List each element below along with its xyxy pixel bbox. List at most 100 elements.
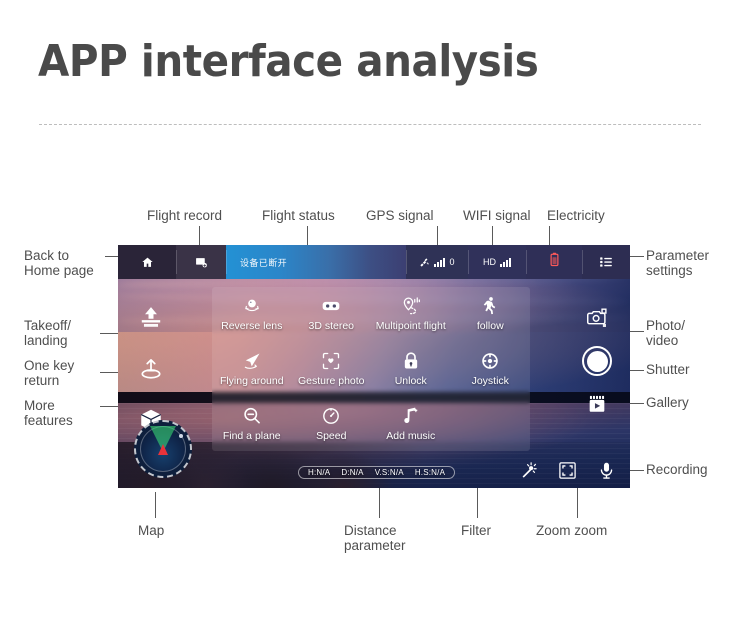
annotation-recording: Recording bbox=[646, 462, 708, 477]
distance-param-d: D:N/A bbox=[341, 468, 364, 477]
photo-video-toggle-button[interactable] bbox=[586, 307, 608, 329]
camera-switch-icon bbox=[587, 308, 607, 327]
annotation-photo-video: Photo/ video bbox=[646, 318, 686, 348]
gesture-frame-icon bbox=[321, 351, 341, 371]
upload-takeoff-icon bbox=[138, 305, 164, 331]
annotation-more-features: More features bbox=[24, 398, 73, 428]
annotation-zoom-zoom: Zoom zoom bbox=[536, 523, 608, 538]
feature-follow[interactable]: follow bbox=[451, 287, 531, 342]
right-control-rail bbox=[582, 307, 612, 415]
flight-status-bar: 设备已断开 bbox=[226, 245, 406, 279]
leader-filter bbox=[477, 478, 478, 518]
annotation-distance-parameter: Distance parameter bbox=[344, 523, 406, 553]
feature-grid-empty-cell bbox=[451, 396, 531, 451]
home-icon bbox=[141, 256, 154, 269]
feature-label: Joystick bbox=[471, 374, 509, 387]
list-menu-icon bbox=[599, 255, 613, 269]
annotation-takeoff-landing: Takeoff/ landing bbox=[24, 318, 72, 348]
feature-panel: Reverse lens 3D stereo bbox=[212, 287, 530, 451]
feature-joystick[interactable]: Joystick bbox=[451, 342, 531, 397]
annotation-electricity: Electricity bbox=[547, 208, 605, 223]
wifi-hd-label: HD bbox=[483, 257, 496, 267]
gps-bars-icon bbox=[434, 257, 446, 267]
shutter-button[interactable] bbox=[582, 346, 612, 376]
annotation-one-key-return: One key return bbox=[24, 358, 75, 388]
zoom-button[interactable] bbox=[558, 461, 577, 480]
distance-param-vs: V.S:N/A bbox=[374, 468, 404, 477]
leader-distance-parameter bbox=[379, 488, 380, 518]
annotation-map: Map bbox=[138, 523, 165, 538]
gps-signal-indicator[interactable]: 0 bbox=[406, 245, 468, 279]
joystick-ring-icon bbox=[480, 351, 500, 371]
annotation-filter: Filter bbox=[461, 523, 491, 538]
feature-speed[interactable]: Speed bbox=[292, 396, 372, 451]
annotation-wifi-signal: WIFI signal bbox=[463, 208, 531, 223]
annotation-shutter: Shutter bbox=[646, 362, 690, 377]
feature-unlock[interactable]: Unlock bbox=[371, 342, 451, 397]
annotation-back-to-home-page: Back to Home page bbox=[24, 248, 94, 278]
microphone-icon bbox=[600, 462, 613, 479]
recording-button[interactable] bbox=[597, 461, 616, 480]
annotation-gps-signal: GPS signal bbox=[366, 208, 434, 223]
magnifier-minus-icon bbox=[242, 406, 262, 426]
bottom-right-controls bbox=[519, 461, 616, 480]
annotation-gallery: Gallery bbox=[646, 395, 689, 410]
feature-gesture-photo[interactable]: Gesture photo bbox=[292, 342, 372, 397]
distance-param-h: H:N/A bbox=[308, 468, 331, 477]
map-radar[interactable] bbox=[134, 420, 192, 478]
reverse-lens-icon bbox=[242, 296, 262, 316]
wifi-bars-icon bbox=[500, 257, 511, 267]
parameter-settings-button[interactable] bbox=[582, 245, 630, 279]
feature-multipoint-flight[interactable]: Multipoint flight bbox=[371, 287, 451, 342]
battery-icon bbox=[549, 252, 560, 272]
feature-label: Multipoint flight bbox=[375, 320, 446, 333]
music-note-icon bbox=[401, 406, 421, 426]
feature-label: Add music bbox=[386, 429, 436, 442]
leader-electricity bbox=[549, 226, 550, 248]
annotation-parameter-settings: Parameter settings bbox=[646, 248, 710, 278]
leader-flight-status bbox=[307, 226, 308, 262]
person-walking-icon bbox=[480, 296, 500, 316]
one-key-return-button[interactable] bbox=[138, 356, 164, 382]
return-home-drone-icon bbox=[138, 356, 164, 382]
distance-param-hs: H.S:N/A bbox=[414, 468, 446, 477]
takeoff-landing-button[interactable] bbox=[138, 305, 164, 331]
title-divider bbox=[39, 124, 701, 125]
flight-status-text: 设备已断开 bbox=[240, 258, 288, 269]
feature-3d-stereo[interactable]: 3D stereo bbox=[292, 287, 372, 342]
leader-gps-signal bbox=[437, 226, 438, 256]
back-to-home-page-button[interactable] bbox=[118, 245, 176, 279]
gallery-button[interactable] bbox=[586, 393, 608, 415]
electricity-indicator[interactable] bbox=[526, 245, 582, 279]
feature-label: Unlock bbox=[394, 374, 427, 387]
leader-map bbox=[155, 492, 156, 518]
zoom-brackets-icon bbox=[559, 462, 576, 479]
leader-wifi-signal bbox=[492, 226, 493, 256]
feature-label: 3D stereo bbox=[308, 320, 355, 333]
feature-label: follow bbox=[476, 320, 504, 333]
radar-heading-arrow bbox=[158, 444, 168, 456]
waypoint-pin-icon bbox=[401, 296, 421, 316]
feature-label: Find a plane bbox=[222, 429, 281, 442]
feature-flying-around[interactable]: Flying around bbox=[212, 342, 292, 397]
lock-icon bbox=[401, 351, 421, 371]
feature-add-music[interactable]: Add music bbox=[371, 396, 451, 451]
feature-label: Reverse lens bbox=[221, 320, 283, 333]
vr-goggles-icon bbox=[321, 296, 341, 316]
feature-label: Gesture photo bbox=[297, 374, 365, 387]
feature-find-a-plane[interactable]: Find a plane bbox=[212, 396, 292, 451]
satellite-icon bbox=[419, 257, 430, 268]
film-play-icon bbox=[589, 395, 605, 412]
paper-plane-icon bbox=[242, 351, 262, 371]
distance-parameter-bar: H:N/A D:N/A V.S:N/A H.S:N/A bbox=[298, 466, 456, 479]
annotation-flight-status: Flight status bbox=[262, 208, 335, 223]
radar-marker-dot bbox=[179, 434, 183, 438]
wifi-signal-indicator[interactable]: HD bbox=[468, 245, 526, 279]
app-topbar: 设备已断开 0 HD bbox=[118, 245, 630, 279]
feature-reverse-lens[interactable]: Reverse lens bbox=[212, 287, 292, 342]
flight-record-button[interactable] bbox=[176, 245, 226, 279]
filter-button[interactable] bbox=[519, 461, 538, 480]
leader-flight-record bbox=[199, 226, 200, 248]
drone-app-screen: 设备已断开 0 HD bbox=[118, 245, 630, 488]
